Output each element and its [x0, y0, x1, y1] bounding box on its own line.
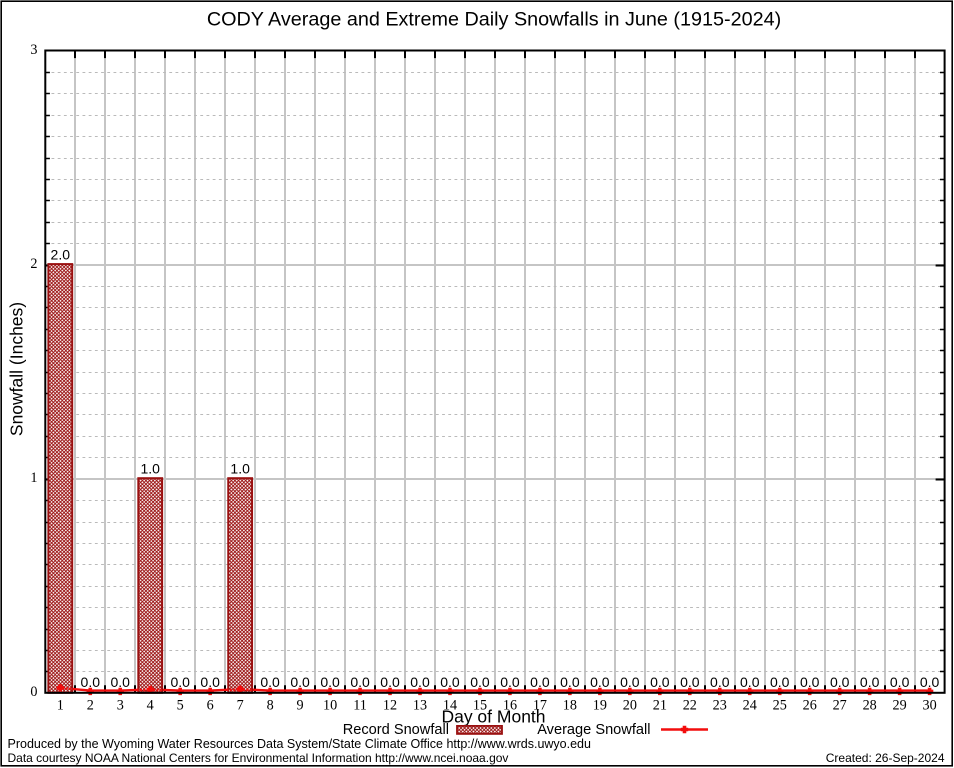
svg-text:24: 24 — [743, 698, 757, 714]
svg-text:Snowfall (Inches): Snowfall (Inches) — [7, 302, 27, 436]
svg-text:2: 2 — [87, 698, 94, 714]
svg-text:6: 6 — [207, 698, 214, 714]
svg-text:0.0: 0.0 — [620, 674, 640, 690]
svg-text:26: 26 — [803, 698, 817, 714]
svg-text:1.0: 1.0 — [230, 460, 250, 476]
svg-text:11: 11 — [353, 698, 367, 714]
svg-text:0.0: 0.0 — [680, 674, 700, 690]
svg-text:0.0: 0.0 — [500, 674, 520, 690]
svg-text:9: 9 — [297, 698, 304, 714]
svg-text:15: 15 — [473, 698, 487, 714]
svg-text:Day of Month: Day of Month — [441, 707, 545, 727]
svg-text:21: 21 — [653, 698, 667, 714]
svg-text:0.0: 0.0 — [800, 674, 820, 690]
svg-text:22: 22 — [683, 698, 697, 714]
svg-text:0.0: 0.0 — [650, 674, 670, 690]
svg-text:2.0: 2.0 — [51, 246, 71, 262]
svg-text:CODY Average and Extreme Daily: CODY Average and Extreme Daily Snowfalls… — [207, 9, 781, 31]
svg-text:0.0: 0.0 — [440, 674, 460, 690]
svg-text:29: 29 — [893, 698, 907, 714]
svg-text:0.0: 0.0 — [410, 674, 430, 690]
svg-text:Created: 26-Sep-2024: Created: 26-Sep-2024 — [826, 751, 945, 765]
svg-text:0.0: 0.0 — [81, 674, 101, 690]
svg-text:0.0: 0.0 — [530, 674, 550, 690]
svg-text:16: 16 — [503, 698, 517, 714]
svg-text:0.0: 0.0 — [830, 674, 850, 690]
svg-text:Record Snowfall: Record Snowfall — [343, 722, 449, 738]
svg-text:7: 7 — [237, 698, 244, 714]
svg-text:Produced by the Wyoming Water: Produced by the Wyoming Water Resources … — [8, 737, 592, 751]
svg-text:0.0: 0.0 — [470, 674, 490, 690]
svg-text:0.0: 0.0 — [770, 674, 790, 690]
svg-text:2: 2 — [30, 256, 37, 272]
svg-text:30: 30 — [923, 698, 937, 714]
svg-text:20: 20 — [623, 698, 637, 714]
svg-text:4: 4 — [147, 698, 154, 714]
svg-text:10: 10 — [323, 698, 337, 714]
svg-text:13: 13 — [413, 698, 427, 714]
svg-text:17: 17 — [533, 698, 547, 714]
svg-text:0.0: 0.0 — [320, 674, 340, 690]
svg-text:1.0: 1.0 — [140, 460, 160, 476]
svg-text:0.0: 0.0 — [170, 674, 190, 690]
svg-text:0: 0 — [30, 684, 37, 700]
svg-text:8: 8 — [267, 698, 274, 714]
svg-text:0.0: 0.0 — [860, 674, 880, 690]
svg-text:12: 12 — [383, 698, 397, 714]
svg-text:5: 5 — [177, 698, 184, 714]
svg-text:1: 1 — [30, 470, 37, 486]
svg-text:18: 18 — [563, 698, 577, 714]
svg-text:0.0: 0.0 — [200, 674, 220, 690]
svg-text:14: 14 — [443, 698, 457, 714]
svg-text:3: 3 — [117, 698, 124, 714]
svg-text:25: 25 — [773, 698, 787, 714]
svg-text:Data courtesy NOAA National Ce: Data courtesy NOAA National Centers for … — [8, 751, 509, 765]
svg-text:0.0: 0.0 — [710, 674, 730, 690]
svg-text:0.0: 0.0 — [560, 674, 580, 690]
svg-text:3: 3 — [30, 42, 37, 58]
svg-text:19: 19 — [593, 698, 607, 714]
svg-text:0.0: 0.0 — [890, 674, 910, 690]
svg-text:0.0: 0.0 — [590, 674, 610, 690]
svg-text:0.0: 0.0 — [260, 674, 280, 690]
svg-text:28: 28 — [863, 698, 877, 714]
svg-text:0.0: 0.0 — [350, 674, 370, 690]
svg-text:27: 27 — [833, 698, 847, 714]
svg-text:0.0: 0.0 — [380, 674, 400, 690]
svg-text:0.0: 0.0 — [111, 674, 131, 690]
svg-text:0.0: 0.0 — [290, 674, 310, 690]
svg-text:1: 1 — [57, 698, 64, 714]
svg-text:0.0: 0.0 — [920, 674, 940, 690]
svg-text:0.0: 0.0 — [740, 674, 760, 690]
svg-text:23: 23 — [713, 698, 727, 714]
svg-text:Average Snowfall: Average Snowfall — [537, 722, 650, 738]
